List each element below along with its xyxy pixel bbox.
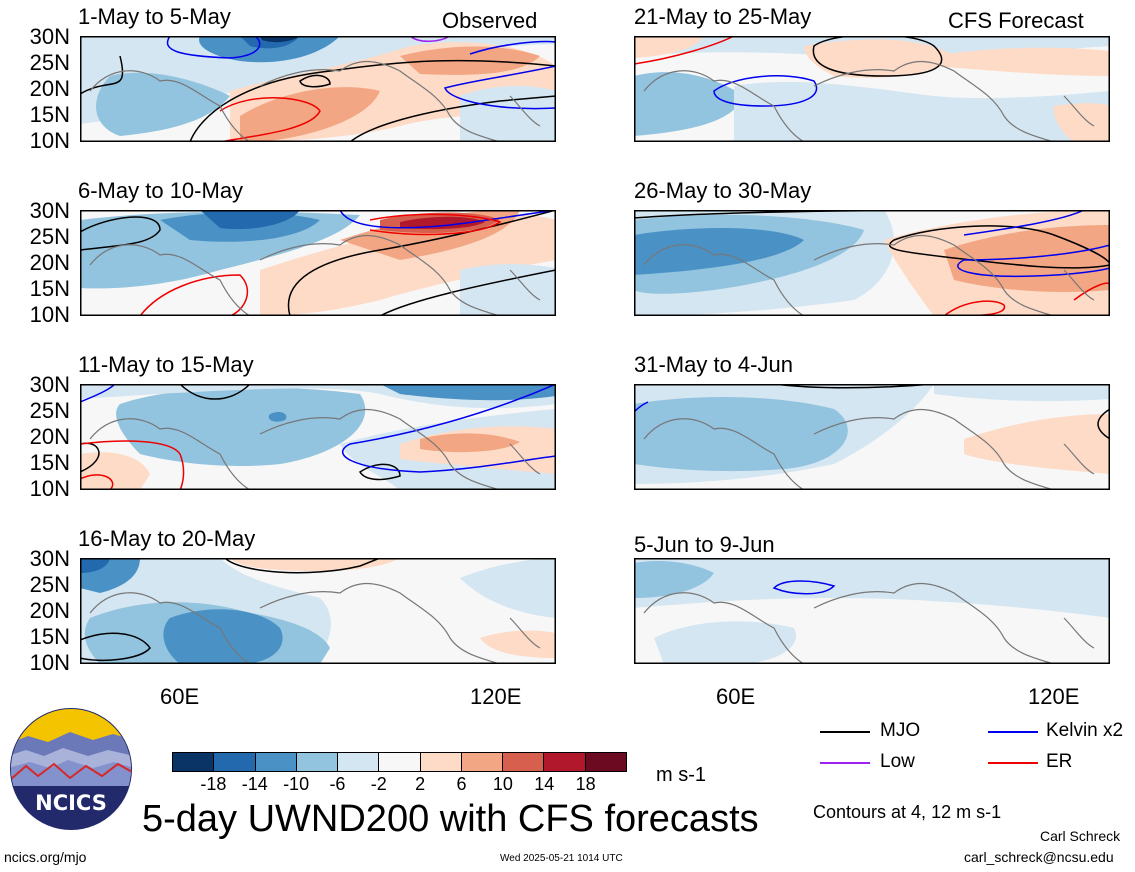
colorbar-tick-label: -14 bbox=[241, 774, 268, 794]
legend-kelvin-line bbox=[988, 731, 1038, 733]
author-email: carl_schreck@ncsu.edu bbox=[964, 849, 1114, 865]
legend-low-label: Low bbox=[880, 751, 915, 772]
colorbar-swatch bbox=[214, 753, 256, 771]
colorbar-swatch bbox=[338, 753, 380, 771]
colorbar-swatch bbox=[420, 753, 462, 771]
colorbar-tick-label: 14 bbox=[534, 774, 555, 794]
lat-label: 15N bbox=[29, 102, 70, 127]
lat-label: 10N bbox=[29, 128, 70, 153]
colorbar-swatch bbox=[461, 753, 504, 771]
lat-label: 25N bbox=[29, 224, 70, 249]
site-link[interactable]: ncics.org/mjo bbox=[4, 849, 87, 865]
panel-title-7: 31-May to 4-Jun bbox=[634, 352, 793, 377]
colorbar-swatch bbox=[173, 753, 215, 771]
colorbar bbox=[172, 752, 627, 772]
colorbar-swatch bbox=[379, 753, 421, 771]
legend-kelvin-label: Kelvin x2 bbox=[1046, 720, 1124, 741]
colorbar-swatch bbox=[296, 753, 339, 771]
logo-text: NCICS bbox=[35, 791, 107, 815]
legend-er-label: ER bbox=[1046, 751, 1073, 772]
colorbar-tick-label: 10 bbox=[492, 774, 513, 794]
lat-label: 10N bbox=[29, 650, 70, 675]
lat-label: 20N bbox=[29, 250, 70, 275]
panel-tag-cfs-forecast: CFS Forecast bbox=[948, 8, 1084, 33]
lat-label: 15N bbox=[29, 450, 70, 475]
legend-mjo-label: MJO bbox=[880, 720, 921, 741]
lon-label: 120E bbox=[1028, 684, 1080, 709]
map-panel-4 bbox=[80, 558, 556, 664]
legend-er-line bbox=[988, 762, 1038, 764]
author: Carl Schreck bbox=[1040, 828, 1121, 844]
contours-note: Contours at 4, 12 m s-1 bbox=[813, 802, 1002, 822]
colorbar-tick-label: -2 bbox=[370, 774, 387, 794]
colorbar-tick-label: -6 bbox=[329, 774, 346, 794]
lat-label: 20N bbox=[29, 76, 70, 101]
panel-title-5: 21-May to 25-May bbox=[634, 4, 812, 29]
legend-mjo-line bbox=[820, 731, 870, 733]
lat-label: 20N bbox=[29, 424, 70, 449]
panel-title-3: 11-May to 15-May bbox=[78, 352, 254, 377]
lat-label: 10N bbox=[29, 476, 70, 501]
colorbar-units: m s-1 bbox=[656, 764, 706, 786]
main-title: 5-day UWND200 with CFS forecasts bbox=[142, 798, 759, 840]
colorbar-tick-label: 18 bbox=[575, 774, 596, 794]
panel-tag-observed: Observed bbox=[442, 8, 538, 33]
panel-title-1: 1-May to 5-May bbox=[78, 4, 231, 29]
timestamp: Wed 2025-05-21 1014 UTC bbox=[500, 853, 623, 864]
lat-label: 10N bbox=[29, 302, 70, 327]
lon-label: 60E bbox=[716, 684, 756, 709]
colorbar-swatch bbox=[544, 753, 586, 771]
panel-title-2: 6-May to 10-May bbox=[78, 178, 244, 203]
lat-label: 25N bbox=[29, 398, 70, 423]
panel-title-6: 26-May to 30-May bbox=[634, 178, 812, 203]
lat-label: 30N bbox=[29, 372, 70, 397]
map-panel-8 bbox=[634, 558, 1110, 664]
colorbar-swatch bbox=[503, 753, 545, 771]
map-panel-1 bbox=[80, 36, 556, 142]
lat-label: 25N bbox=[29, 50, 70, 75]
lat-label: 30N bbox=[29, 24, 70, 49]
lon-label: 120E bbox=[470, 684, 522, 709]
lat-label: 30N bbox=[29, 198, 70, 223]
legend-low-line bbox=[820, 762, 870, 764]
colorbar-tick-label: 2 bbox=[415, 774, 426, 794]
lon-label: 60E bbox=[160, 684, 200, 709]
panel-title-8: 5-Jun to 9-Jun bbox=[634, 532, 775, 557]
map-panel-7 bbox=[634, 384, 1110, 490]
ncics-logo: NCICS bbox=[10, 708, 132, 830]
panel-title-4: 16-May to 20-May bbox=[78, 526, 256, 551]
colorbar-tick-label: -18 bbox=[200, 774, 227, 794]
colorbar-tick-label: -10 bbox=[283, 774, 310, 794]
colorbar-swatch bbox=[255, 753, 297, 771]
lat-label: 15N bbox=[29, 624, 70, 649]
map-panel-5 bbox=[634, 36, 1110, 142]
lat-label: 25N bbox=[29, 572, 70, 597]
lat-label: 15N bbox=[29, 276, 70, 301]
map-panel-2 bbox=[80, 210, 556, 316]
colorbar-swatch bbox=[585, 753, 626, 771]
lat-label: 30N bbox=[29, 546, 70, 571]
colorbar-tick-label: 6 bbox=[456, 774, 467, 794]
map-panel-6 bbox=[634, 210, 1110, 316]
lat-label: 20N bbox=[29, 598, 70, 623]
map-panel-3 bbox=[80, 384, 556, 490]
